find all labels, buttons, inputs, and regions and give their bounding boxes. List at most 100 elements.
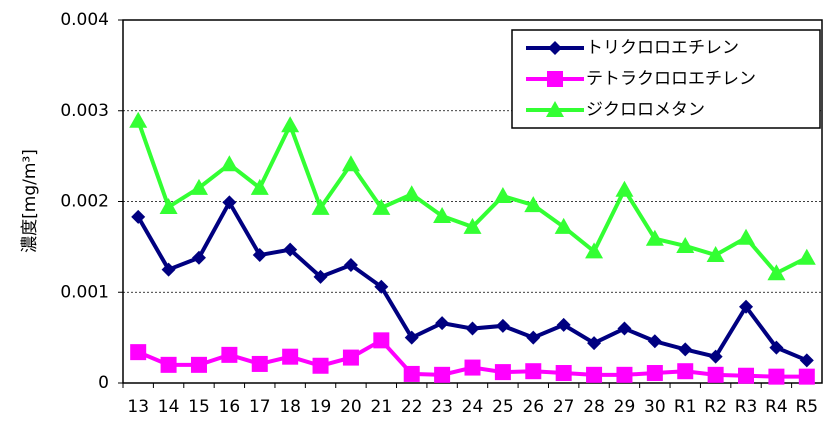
marker [342,349,359,366]
marker [191,250,206,265]
marker [546,101,564,117]
marker [434,366,451,383]
marker [646,365,663,382]
marker [131,209,146,224]
marker [676,236,695,253]
x-tick-label: R2 [704,397,727,417]
marker [547,71,563,87]
x-tick-label: 16 [219,397,241,417]
marker [402,185,421,202]
marker [464,359,481,376]
marker [160,356,177,373]
y-tick-label: 0.001 [60,282,109,302]
marker [435,316,450,331]
marker [739,299,754,314]
x-tick-label: R1 [674,397,697,417]
marker [706,246,725,263]
marker [548,41,562,55]
marker [494,364,511,381]
marker [403,365,420,382]
x-tick-label: 28 [583,397,605,417]
marker [555,365,572,382]
marker [463,217,482,234]
x-tick-label: 26 [522,397,544,417]
x-tick-label: R3 [735,397,758,417]
marker [678,342,693,357]
x-tick-label: 29 [614,397,636,417]
marker [341,155,360,172]
x-tick-label: 21 [371,397,393,417]
marker [707,366,724,383]
x-tick-label: 19 [310,397,332,417]
marker [556,317,571,332]
marker [282,348,299,365]
x-tick-label: 20 [340,397,362,417]
marker [767,264,786,281]
x-tick-label: 23 [431,397,453,417]
marker [161,262,176,277]
marker [769,340,784,355]
marker [797,248,816,265]
marker [130,344,147,361]
x-tick-label: 14 [158,397,180,417]
marker [798,368,815,385]
marker [404,330,419,345]
marker [799,353,814,368]
marker [220,155,239,172]
marker [221,346,238,363]
marker [708,349,723,364]
x-tick-label: 17 [249,397,271,417]
plot-frame [122,19,823,384]
marker [250,178,269,195]
marker [313,269,328,284]
marker [252,248,267,263]
marker [554,217,573,234]
x-tick-label: R5 [795,397,818,417]
marker [222,195,237,210]
x-tick-label: 27 [553,397,575,417]
marker [738,367,755,384]
x-tick-label: 18 [279,397,301,417]
legend-label: ジクロロメタン [586,100,705,120]
legend-label: テトラクロロエチレン [586,69,756,89]
x-tick-label: 13 [127,397,149,417]
marker [465,321,480,336]
marker [615,180,634,197]
marker [768,368,785,385]
marker [129,111,148,128]
marker [525,363,542,380]
marker [526,330,541,345]
marker [251,355,268,372]
marker [493,187,512,204]
series-line [136,120,808,276]
marker [311,198,330,215]
x-tick-label: 24 [462,397,484,417]
y-tick-label: 0.002 [60,192,109,212]
marker [373,332,390,349]
marker [343,258,358,273]
marker [189,178,208,195]
marker [283,242,298,257]
marker [585,242,604,259]
marker [587,336,602,351]
marker [372,198,391,215]
x-tick-label: 25 [492,397,514,417]
marker [495,318,510,333]
y-axis-label: 濃度[mg/m³] [20,149,40,253]
x-tick-label: 15 [188,397,210,417]
marker [159,197,178,214]
marker [433,207,452,224]
marker [190,356,207,373]
legend-label: トリクロロエチレン [586,38,739,58]
marker [645,229,664,246]
marker [617,321,632,336]
y-tick-label: 0.004 [60,10,109,30]
marker [586,366,603,383]
x-tick-label: 30 [644,397,666,417]
marker [647,334,662,349]
marker [737,228,756,245]
marker [677,363,694,380]
y-tick-label: 0.003 [60,101,109,121]
